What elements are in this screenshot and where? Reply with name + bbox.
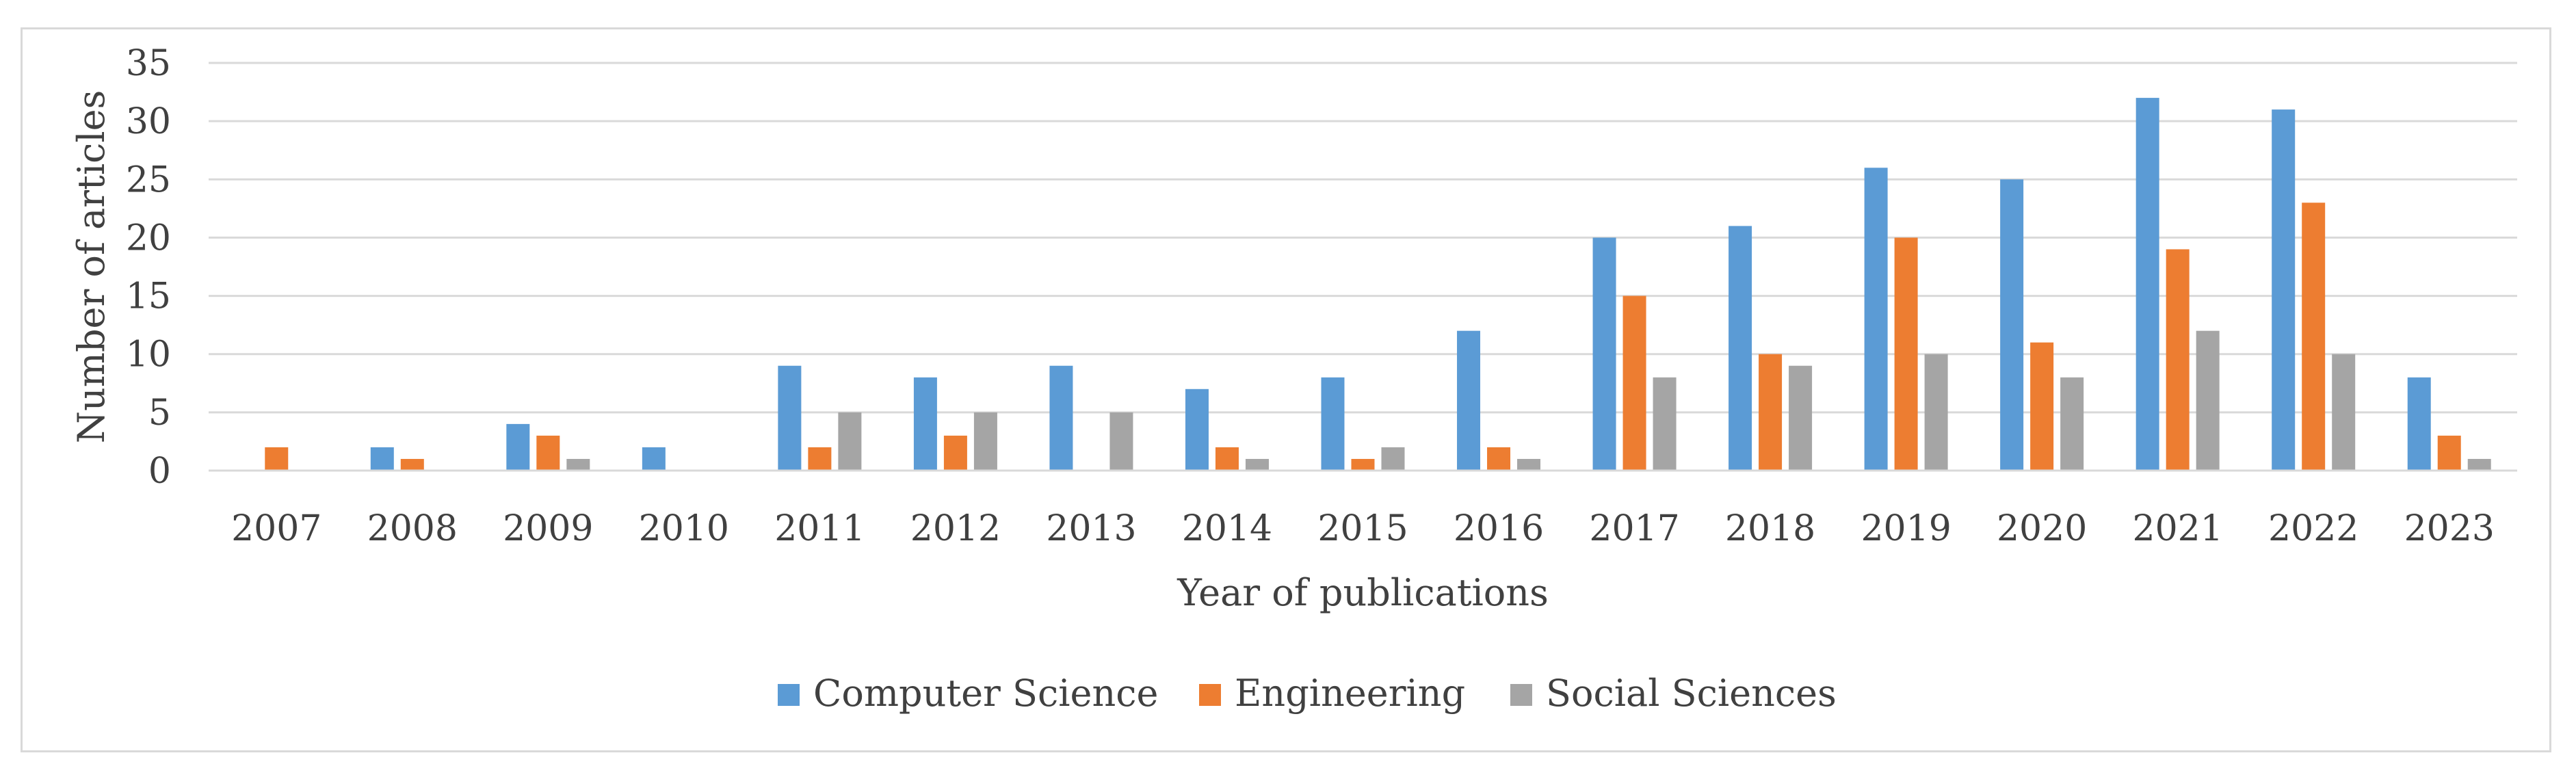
bar-social-sciences-2018 [1789, 365, 1813, 471]
legend-swatch [1510, 684, 1532, 706]
bar-computer-science-2015 [1321, 377, 1345, 471]
bar-computer-science-2010 [642, 447, 666, 471]
bar-engineering-2022 [2302, 202, 2326, 471]
bar-computer-science-2013 [1049, 365, 1073, 471]
legend-label: Engineering [1235, 672, 1465, 715]
x-tick-label: 2012 [910, 508, 1001, 549]
bar-computer-science-2019 [1864, 168, 1888, 471]
legend: Computer Science Engineering Social Scienc… [778, 672, 1837, 715]
bars [265, 98, 2491, 471]
bar-engineering-2023 [2437, 435, 2461, 471]
x-tick-label: 2016 [1454, 508, 1544, 549]
bar-social-sciences-2017 [1653, 377, 1677, 471]
x-tick-labels: 2007 2008 2009 2010 2011 2012 2013 2014 2015 2016… [231, 508, 2495, 549]
x-tick-label: 2019 [1861, 508, 1951, 549]
bar-computer-science-2022 [2272, 109, 2296, 471]
bar-computer-science-2014 [1185, 388, 1209, 471]
bar-computer-science-2017 [1592, 237, 1616, 471]
bar-engineering-2016 [1487, 447, 1511, 471]
x-tick-label: 2022 [2268, 508, 2358, 549]
bar-computer-science-2011 [778, 365, 802, 471]
bar-engineering-2017 [1622, 295, 1646, 471]
y-tick-labels: 0 5 10 15 20 25 30 35 [126, 43, 171, 492]
bar-engineering-2009 [536, 435, 560, 471]
bar-engineering-2012 [943, 435, 967, 471]
x-tick-label: 2015 [1317, 508, 1408, 549]
bar-engineering-2015 [1351, 458, 1375, 471]
x-tick-label: 2007 [231, 508, 321, 549]
legend-label: Social Sciences [1546, 672, 1837, 715]
bar-social-sciences-2021 [2196, 330, 2220, 471]
bar-social-sciences-2016 [1517, 458, 1541, 471]
x-tick-label: 2017 [1589, 508, 1679, 549]
bar-social-sciences-2023 [2467, 458, 2491, 471]
bar-engineering-2018 [1759, 354, 1783, 471]
y-axis-title: Number of articles [70, 90, 113, 444]
legend-swatch [1199, 684, 1221, 706]
bar-social-sciences-2019 [1924, 354, 1948, 471]
y-tick-label: 0 [148, 451, 171, 492]
legend-item: Computer Science [778, 672, 1158, 715]
y-tick-label: 20 [126, 218, 171, 259]
legend-swatch [778, 684, 800, 706]
bar-social-sciences-2014 [1245, 458, 1269, 471]
x-tick-label: 2014 [1182, 508, 1272, 549]
bar-social-sciences-2015 [1381, 447, 1405, 471]
y-tick-label: 15 [126, 276, 171, 317]
bar-computer-science-2016 [1457, 330, 1481, 471]
bar-social-sciences-2009 [566, 458, 590, 471]
bar-computer-science-2008 [370, 447, 394, 471]
x-tick-label: 2018 [1725, 508, 1815, 549]
bar-computer-science-2020 [2000, 179, 2024, 471]
bar-computer-science-2023 [2407, 377, 2431, 471]
x-tick-label: 2023 [2404, 508, 2495, 549]
bar-engineering-2020 [2030, 342, 2054, 471]
x-tick-label: 2020 [1997, 508, 2087, 549]
y-tick-label: 25 [126, 159, 171, 200]
bar-social-sciences-2022 [2332, 354, 2356, 471]
bar-engineering-2021 [2166, 249, 2190, 471]
x-tick-label: 2010 [639, 508, 729, 549]
y-tick-label: 5 [148, 393, 171, 434]
bar-engineering-2008 [400, 458, 424, 471]
x-tick-label: 2013 [1046, 508, 1136, 549]
bar-computer-science-2018 [1729, 226, 1752, 471]
bar-engineering-2014 [1215, 447, 1239, 471]
bar-social-sciences-2020 [2060, 377, 2084, 471]
y-tick-label: 10 [126, 334, 171, 376]
bar-engineering-2007 [265, 447, 289, 471]
bar-engineering-2011 [808, 447, 832, 471]
x-tick-label: 2008 [367, 508, 458, 549]
chart-frame [21, 27, 2551, 752]
bar-computer-science-2012 [913, 377, 937, 471]
x-tick-label: 2021 [2133, 508, 2223, 549]
legend-item: Social Sciences [1510, 672, 1837, 715]
bar-social-sciences-2012 [973, 412, 997, 471]
x-tick-label: 2011 [774, 508, 865, 549]
bar-social-sciences-2011 [838, 412, 862, 471]
y-tick-label: 30 [126, 101, 171, 142]
bar-computer-science-2021 [2135, 98, 2159, 471]
legend-item: Engineering [1199, 672, 1465, 715]
bar-computer-science-2009 [506, 423, 530, 471]
bar-social-sciences-2013 [1109, 412, 1133, 471]
gridlines [209, 62, 2517, 414]
x-axis-title: Year of publications [1177, 571, 1549, 614]
bar-engineering-2019 [1894, 237, 1918, 471]
legend-label: Computer Science [813, 672, 1158, 715]
x-tick-label: 2009 [503, 508, 593, 549]
y-tick-label: 35 [126, 43, 171, 84]
